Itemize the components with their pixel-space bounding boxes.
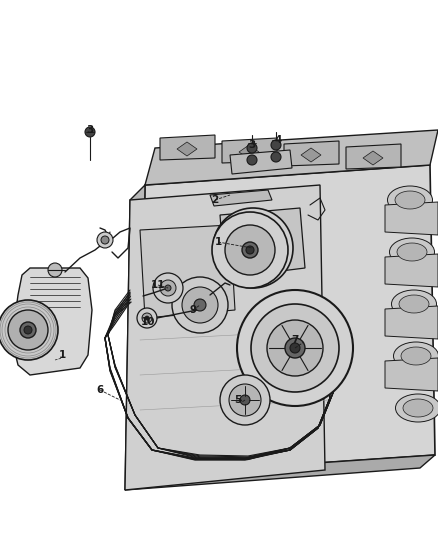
Polygon shape — [210, 190, 272, 206]
Circle shape — [145, 316, 149, 320]
Text: 6: 6 — [96, 385, 104, 395]
Ellipse shape — [393, 342, 438, 370]
Circle shape — [267, 320, 323, 376]
Circle shape — [213, 208, 293, 288]
Circle shape — [290, 343, 300, 353]
Circle shape — [194, 299, 206, 311]
Circle shape — [247, 155, 257, 165]
Circle shape — [24, 326, 32, 334]
Circle shape — [0, 300, 58, 360]
Circle shape — [285, 338, 305, 358]
Circle shape — [229, 384, 261, 416]
Circle shape — [225, 225, 275, 275]
Ellipse shape — [401, 347, 431, 365]
Text: 11: 11 — [151, 280, 165, 290]
Polygon shape — [284, 141, 339, 166]
Text: 1: 1 — [58, 350, 66, 360]
Circle shape — [242, 242, 258, 258]
Circle shape — [246, 246, 254, 254]
Circle shape — [247, 143, 257, 153]
Circle shape — [172, 277, 228, 333]
Ellipse shape — [396, 394, 438, 422]
Ellipse shape — [403, 399, 433, 417]
Text: 5: 5 — [234, 395, 242, 405]
Polygon shape — [385, 202, 438, 235]
Circle shape — [142, 313, 152, 323]
Polygon shape — [239, 145, 259, 159]
Circle shape — [160, 280, 176, 296]
Circle shape — [8, 310, 48, 350]
Circle shape — [153, 273, 183, 303]
Circle shape — [243, 238, 263, 258]
Polygon shape — [363, 151, 383, 165]
Circle shape — [271, 140, 281, 150]
Polygon shape — [12, 268, 92, 375]
Ellipse shape — [389, 238, 434, 266]
Circle shape — [212, 212, 288, 288]
Circle shape — [97, 232, 113, 248]
Text: 2: 2 — [212, 195, 219, 205]
Text: 3: 3 — [248, 140, 256, 150]
Polygon shape — [301, 148, 321, 162]
Circle shape — [240, 395, 250, 405]
Polygon shape — [140, 165, 435, 475]
Polygon shape — [385, 358, 438, 391]
Polygon shape — [385, 254, 438, 287]
Ellipse shape — [399, 295, 429, 313]
Polygon shape — [220, 208, 305, 278]
Circle shape — [271, 152, 281, 162]
Polygon shape — [125, 455, 435, 490]
Polygon shape — [125, 185, 145, 490]
Text: 1: 1 — [214, 237, 222, 247]
Text: 7: 7 — [291, 335, 299, 345]
Polygon shape — [346, 144, 401, 169]
Polygon shape — [385, 306, 438, 339]
Polygon shape — [140, 225, 235, 318]
Circle shape — [165, 285, 171, 291]
Polygon shape — [230, 150, 292, 174]
Ellipse shape — [392, 290, 437, 318]
Circle shape — [85, 127, 95, 137]
Circle shape — [48, 263, 62, 277]
Circle shape — [101, 236, 109, 244]
Text: 4: 4 — [274, 135, 282, 145]
Polygon shape — [160, 135, 215, 160]
Circle shape — [251, 304, 339, 392]
Text: 3: 3 — [86, 125, 94, 135]
Circle shape — [220, 375, 270, 425]
Text: 9: 9 — [190, 305, 197, 315]
Circle shape — [137, 308, 157, 328]
Polygon shape — [125, 185, 325, 490]
Polygon shape — [177, 142, 197, 156]
Polygon shape — [145, 130, 438, 185]
Polygon shape — [222, 138, 277, 163]
Ellipse shape — [397, 243, 427, 261]
Circle shape — [20, 322, 36, 338]
Ellipse shape — [395, 191, 425, 209]
Circle shape — [182, 287, 218, 323]
Circle shape — [237, 290, 353, 406]
Circle shape — [225, 220, 281, 276]
Ellipse shape — [388, 186, 432, 214]
Text: 10: 10 — [141, 317, 155, 327]
